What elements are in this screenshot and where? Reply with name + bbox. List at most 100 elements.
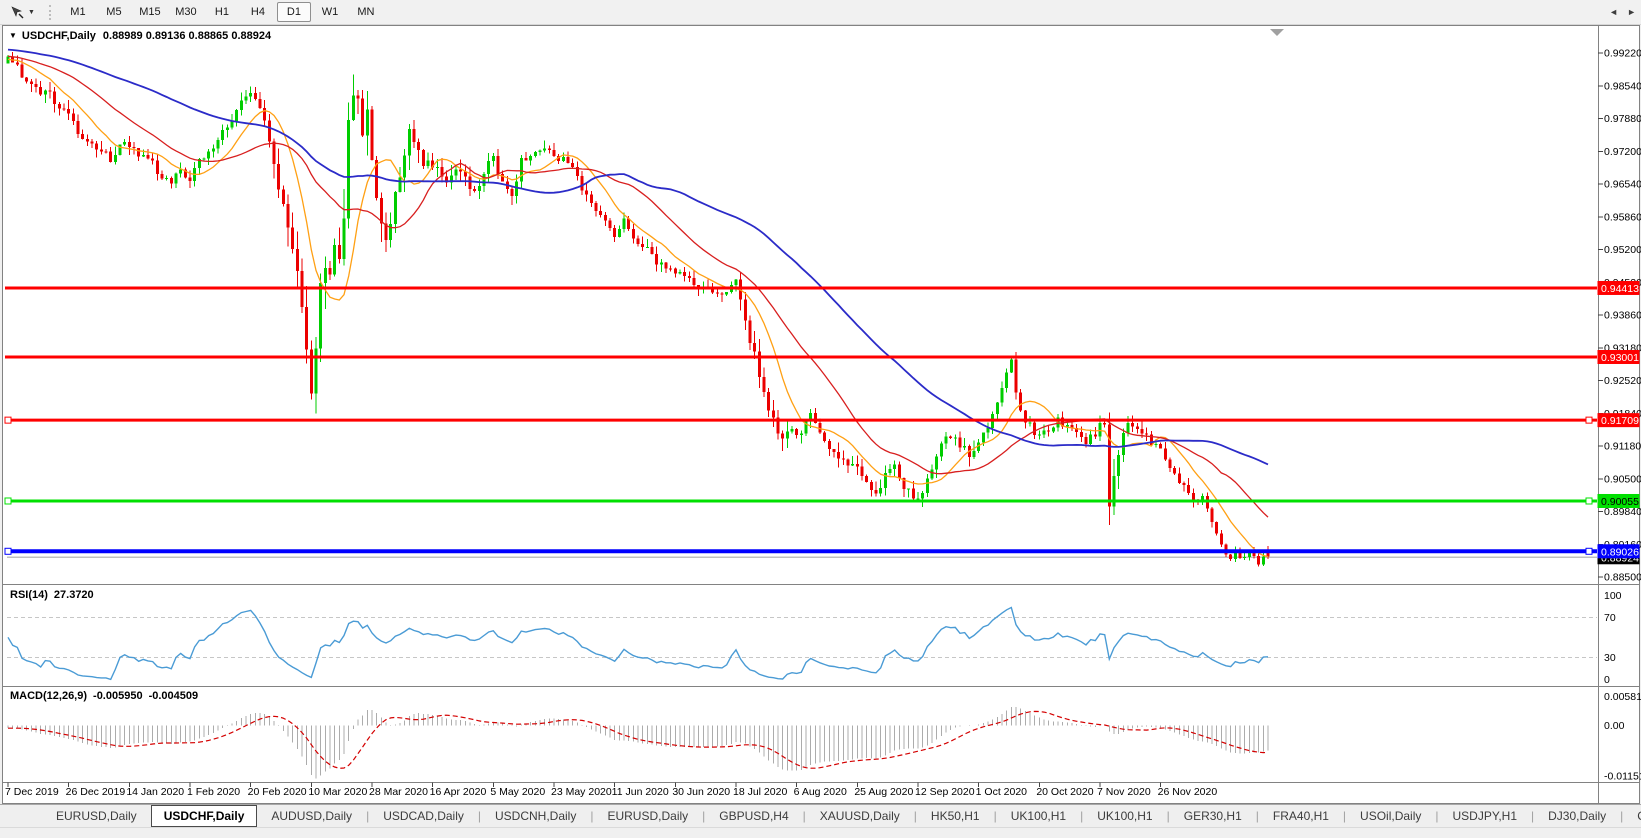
tab-usoil-daily[interactable]: USOil,Daily [1360, 808, 1422, 823]
ma-slow-line [7, 48, 1269, 466]
crosshair-icon [11, 5, 24, 18]
svg-text:6 Aug 2020: 6 Aug 2020 [794, 786, 847, 798]
timeframe-button-m1[interactable]: M1 [70, 6, 86, 18]
collapse-triangle-icon: ▼ [9, 31, 17, 40]
tab-usdcad-daily[interactable]: USDCAD,Daily [383, 808, 464, 823]
svg-text:28 Mar 2020: 28 Mar 2020 [369, 786, 428, 798]
svg-text:0.92520: 0.92520 [1604, 375, 1641, 387]
tab-scroll-left-icon[interactable]: ◄ [1609, 7, 1619, 17]
price-badge-0.91709: 0.91709 [1597, 413, 1640, 428]
svg-text:0.95860: 0.95860 [1604, 212, 1641, 224]
hline-handle[interactable] [1585, 416, 1593, 424]
tab-scroll-right-icon[interactable]: ► [1627, 7, 1636, 17]
timeframe-button-h4[interactable]: H4 [250, 6, 265, 18]
svg-text:0.90055: 0.90055 [1601, 496, 1639, 508]
tab-hk50-h1[interactable]: HK50,H1 [930, 808, 980, 823]
tab-divider: | [1080, 809, 1084, 823]
svg-text:0.88500: 0.88500 [1604, 572, 1641, 584]
timeframe-button-w1[interactable]: W1 [321, 6, 339, 18]
timeframe-button-d1[interactable]: D1 [276, 2, 311, 22]
cursor-tool-button[interactable]: ▼ [5, 3, 40, 22]
hline-handle[interactable] [4, 416, 12, 424]
rsi-line [7, 606, 1269, 681]
timeframe-group: M1 M5 M15 M30 H1 H4 D1 W1 MN [61, 2, 383, 22]
rsi-axis-label: 100 [1604, 590, 1622, 602]
svg-text:0.90500: 0.90500 [1604, 474, 1641, 486]
hline-handle[interactable] [1585, 547, 1593, 555]
svg-text:7 Nov 2020: 7 Nov 2020 [1097, 786, 1151, 798]
svg-text:23 May 2020: 23 May 2020 [551, 786, 612, 798]
tab-divider: | [993, 809, 997, 823]
tab-divider: | [477, 809, 481, 823]
svg-text:7 Dec 2019: 7 Dec 2019 [5, 786, 59, 798]
hline-handle[interactable] [1585, 497, 1593, 505]
macd-signal-line [8, 710, 1269, 769]
svg-text:26 Nov 2020: 26 Nov 2020 [1158, 786, 1218, 798]
timeframe-button-m30[interactable]: M30 [175, 6, 197, 18]
svg-text:16 Apr 2020: 16 Apr 2020 [430, 786, 487, 798]
ma-fast-line [7, 58, 1269, 558]
tab-divider: | [1166, 809, 1170, 823]
tab-audusd-daily[interactable]: AUDUSD,Daily [271, 808, 353, 823]
tab-fra40-h1[interactable]: FRA40,H1 [1272, 808, 1329, 823]
macd-axis-label: 0.005818 [1604, 691, 1641, 703]
tab-eurusd-daily[interactable]: EURUSD,Daily [607, 808, 689, 823]
svg-text:10 Mar 2020: 10 Mar 2020 [308, 786, 367, 798]
ma-medium-line [7, 55, 1269, 518]
svg-text:0.99220: 0.99220 [1604, 48, 1641, 60]
date-axis: 7 Dec 2019 26 Dec 2019 14 Jan 2020 1 Feb 20… [5, 782, 1218, 798]
macd-signal-value: -0.004509 [148, 690, 199, 702]
tab-usdchf-daily[interactable]: USDCHF,Daily [150, 805, 258, 827]
svg-text:5 May 2020: 5 May 2020 [490, 786, 545, 798]
tab-usdcnh-daily[interactable]: USDCNH,Daily [495, 808, 577, 823]
chart-symbol-label: USDCHF,Daily [21, 30, 96, 42]
tab-divider: | [702, 809, 706, 823]
tab-uk100-h1[interactable]: UK100,H1 [1010, 808, 1067, 823]
svg-text:0.93001: 0.93001 [1601, 352, 1639, 364]
timeframe-button-m5[interactable]: M5 [106, 6, 122, 18]
chart-shift-triangle-icon[interactable] [1270, 29, 1284, 36]
rsi-indicator-label: RSI(14) 27.3720 [10, 589, 94, 601]
svg-text:0.97880: 0.97880 [1604, 113, 1641, 125]
macd-indicator-label: MACD(12,26,9) -0.005950 -0.004509 [10, 690, 198, 702]
svg-text:1 Feb 2020: 1 Feb 2020 [187, 786, 240, 798]
price-badge-0.93001: 0.93001 [1597, 349, 1640, 364]
svg-text:0.96540: 0.96540 [1604, 179, 1641, 191]
chart-ohlc-values: 0.88989 0.89136 0.88865 0.88924 [102, 30, 272, 42]
tab-eurusd-daily[interactable]: EURUSD,Daily [56, 808, 137, 823]
hline-handle[interactable] [4, 547, 12, 555]
tab-china300-h1[interactable]: CHINA300,H1 [1623, 807, 1641, 826]
svg-text:0.91709: 0.91709 [1601, 415, 1639, 427]
price-badge-0.90055: 0.90055 [1597, 493, 1640, 508]
tab-scroll-buttons: ◄ ► [1609, 6, 1636, 18]
chart-title: ▼ USDCHF,Daily 0.88989 0.89136 0.88865 0.8… [9, 30, 271, 42]
timeframe-button-h1[interactable]: H1 [214, 6, 229, 18]
timeframe-toolbar: ▼ M1 M5 M15 M30 H1 H4 D1 W1 MN [0, 0, 1641, 25]
timeframe-button-m15[interactable]: M15 [139, 6, 161, 18]
svg-text:20 Oct 2020: 20 Oct 2020 [1036, 786, 1093, 798]
macd-main-value: -0.005950 [93, 690, 143, 702]
tab-divider: | [802, 809, 806, 823]
tab-uk100-h1[interactable]: UK100,H1 [1097, 808, 1153, 823]
toolbar-grip [48, 4, 54, 20]
chart-tabs: EURUSD,Daily USDCHF,Daily AUDUSD,Daily | USD… [0, 804, 1641, 827]
tab-gbpusd-h4[interactable]: GBPUSD,H4 [719, 808, 789, 823]
rsi-value: 27.3720 [53, 589, 94, 601]
tab-xauusd-daily[interactable]: XAUUSD,Daily [819, 808, 900, 823]
status-bar [0, 827, 1641, 838]
tab-dj30-daily[interactable]: DJ30,Daily [1548, 808, 1607, 823]
chevron-down-icon: ▼ [28, 8, 35, 16]
rsi-axis-label: 0 [1604, 674, 1610, 686]
hline-handle[interactable] [4, 497, 12, 505]
macd-axis-label: 0.00 [1604, 720, 1625, 732]
timeframe-button-mn[interactable]: MN [357, 6, 375, 18]
rsi-axis-label: 30 [1604, 652, 1616, 664]
tab-ger30-h1[interactable]: GER30,H1 [1183, 808, 1242, 823]
tab-divider: | [1342, 809, 1347, 823]
tab-usdjpy-h1[interactable]: USDJPY,H1 [1452, 808, 1517, 823]
svg-text:0.89026: 0.89026 [1601, 546, 1639, 558]
macd-axis-label: -0.011514 [1604, 771, 1641, 783]
price-axis: 0.99220 0.98540 0.97880 0.97200 0.96540 0.958… [1598, 48, 1641, 584]
